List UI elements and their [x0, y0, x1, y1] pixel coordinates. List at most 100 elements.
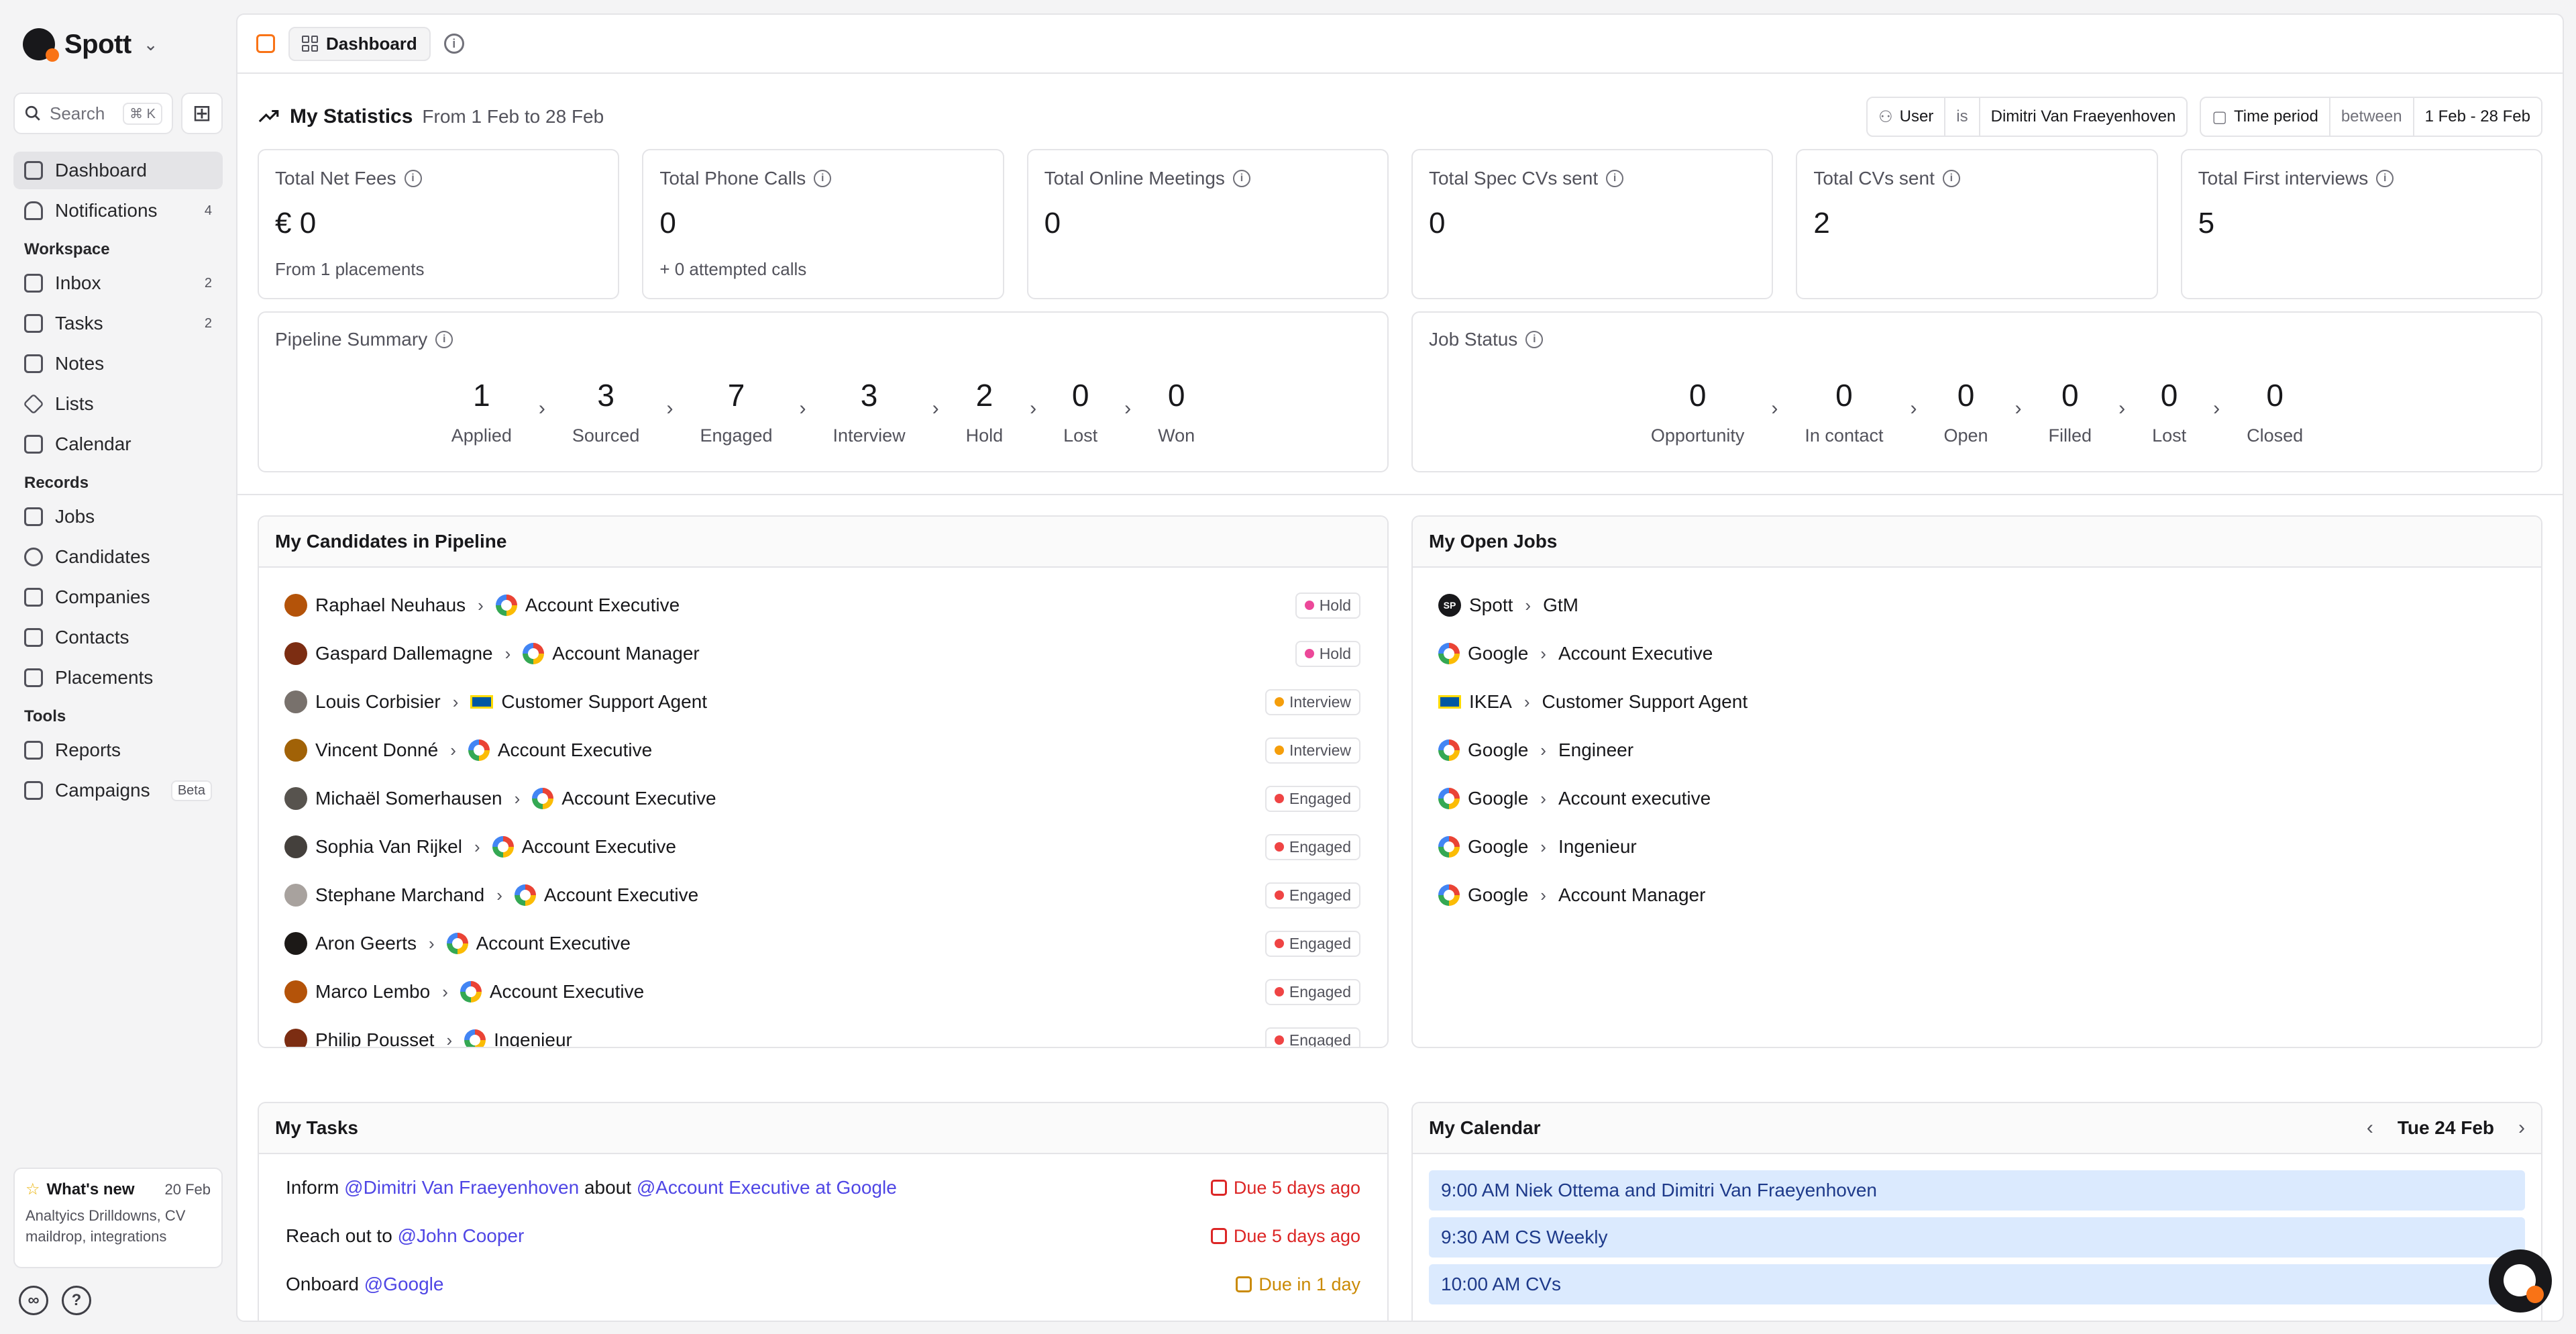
sidebar-item-placements[interactable]: Placements [13, 659, 223, 697]
candidate-name[interactable]: Vincent Donné [315, 739, 439, 760]
info-icon[interactable]: i [1232, 170, 1250, 187]
candidate-name[interactable]: Michaël Somerhausen [315, 788, 502, 809]
funnel-stage[interactable]: 0 Filled [2049, 377, 2092, 446]
job-title[interactable]: Account Executive [521, 836, 676, 857]
calendar-event[interactable]: 9:30 AM CS Weekly [1429, 1217, 2525, 1258]
candidate-name[interactable]: Stephane Marchand [315, 884, 485, 905]
task-item[interactable]: Inform @Dimitri Van Fraeyenhoven about @… [286, 1164, 1360, 1212]
list-item[interactable]: Louis Corbisier › Customer Support Agent In… [284, 678, 1360, 726]
candidate-name[interactable]: Louis Corbisier [315, 691, 441, 712]
job-title[interactable]: Account Executive [1558, 643, 1713, 664]
chat-launcher-button[interactable] [2489, 1249, 2552, 1313]
mention-link[interactable]: @Account Executive at Google [636, 1177, 897, 1198]
sidebar-item-tasks[interactable]: Tasks 2 [13, 305, 223, 342]
job-title[interactable]: Account Executive [489, 981, 645, 1002]
funnel-stage[interactable]: 3 Sourced [572, 377, 640, 446]
sidebar-item-campaigns[interactable]: Campaigns Beta [13, 772, 223, 809]
list-item[interactable]: Raphael Neuhaus › Account Executive Hold [284, 581, 1360, 629]
candidate-name[interactable]: Marco Lembo [315, 981, 431, 1002]
task-item[interactable]: Onboard @Google Due in 1 day [286, 1260, 1360, 1309]
funnel-stage[interactable]: 2 Hold [966, 377, 1004, 446]
list-item[interactable]: Aron Geerts › Account Executive Engaged [284, 919, 1360, 968]
info-icon[interactable]: i [404, 170, 422, 187]
calendar-event[interactable]: 10:00 AM CVs [1429, 1264, 2525, 1304]
info-icon[interactable]: i [2376, 170, 2394, 187]
list-item[interactable]: Gaspard Dallemagne › Account Manager Hold [284, 629, 1360, 678]
user-filter[interactable]: ⚇ User is Dimitri Van Fraeyenhoven [1866, 97, 2188, 137]
help-icon[interactable]: ? [62, 1286, 91, 1315]
list-item[interactable]: Sophia Van Rijkel › Account Executive Engag… [284, 823, 1360, 871]
company-name[interactable]: Google [1468, 788, 1529, 809]
list-item[interactable]: SP Spott › GtM [1438, 581, 2514, 629]
job-title[interactable]: Customer Support Agent [501, 691, 708, 712]
list-item[interactable]: Vincent Donné › Account Executive Interview [284, 726, 1360, 774]
calendar-event[interactable]: 9:00 AM Niek Ottema and Dimitri Van Frae… [1429, 1170, 2525, 1211]
sidebar-item-notes[interactable]: Notes [13, 345, 223, 382]
company-name[interactable]: Google [1468, 643, 1529, 664]
sidebar-item-notifications[interactable]: Notifications 4 [13, 192, 223, 229]
sidebar-item-calendar[interactable]: Calendar [13, 425, 223, 463]
funnel-stage[interactable]: 0 Open [1943, 377, 1988, 446]
job-title[interactable]: Account Executive [543, 884, 699, 905]
job-title[interactable]: Account Executive [561, 788, 716, 809]
sidebar-item-jobs[interactable]: Jobs [13, 498, 223, 535]
mention-link[interactable]: @Dimitri Van Fraeyenhoven [344, 1177, 580, 1198]
list-item[interactable]: Michaël Somerhausen › Account Executive Eng… [284, 774, 1360, 823]
candidate-name[interactable]: Aron Geerts [315, 933, 417, 954]
funnel-stage[interactable]: 0 Closed [2247, 377, 2303, 446]
job-title[interactable]: Account Executive [525, 595, 680, 615]
funnel-stage[interactable]: 0 Opportunity [1651, 377, 1745, 446]
funnel-stage[interactable]: 0 Won [1158, 377, 1195, 446]
job-title[interactable]: Ingenieur [494, 1029, 572, 1048]
job-title[interactable]: Engineer [1558, 739, 1634, 760]
chevron-right-icon[interactable]: › [2518, 1117, 2525, 1139]
whats-new-card[interactable]: ☆ What's new 20 Feb Analtyics Drilldowns… [13, 1168, 223, 1268]
mention-link[interactable]: @John Cooper [397, 1225, 525, 1246]
list-item[interactable]: Google › Engineer [1438, 726, 2514, 774]
job-title[interactable]: Account Executive [497, 739, 653, 760]
job-title[interactable]: Ingenieur [1558, 836, 1637, 857]
company-name[interactable]: IKEA [1469, 691, 1512, 712]
list-item[interactable]: Philip Pousset › Ingenieur Engaged [284, 1016, 1360, 1048]
candidate-name[interactable]: Gaspard Dallemagne [315, 643, 493, 664]
job-title[interactable]: GtM [1543, 595, 1578, 615]
tab-dashboard[interactable]: Dashboard [288, 26, 431, 61]
workspace-switcher[interactable]: Spott ⌄ [23, 28, 158, 62]
list-item[interactable]: IKEA › Customer Support Agent [1438, 678, 2514, 726]
job-title[interactable]: Customer Support Agent [1542, 691, 1748, 712]
info-icon[interactable]: i [1525, 331, 1544, 348]
job-title[interactable]: Account Executive [476, 933, 631, 954]
sidebar-item-lists[interactable]: Lists [13, 385, 223, 423]
candidate-name[interactable]: Raphael Neuhaus [315, 595, 466, 615]
mention-link[interactable]: @Google [364, 1274, 444, 1294]
link-icon[interactable]: ∞ [19, 1286, 48, 1315]
funnel-stage[interactable]: 0 Lost [1063, 377, 1097, 446]
list-item[interactable]: Marco Lembo › Account Executive Engaged [284, 968, 1360, 1016]
list-item[interactable]: Stephane Marchand › Account Executive Engag… [284, 871, 1360, 919]
chevron-left-icon[interactable]: ‹ [2366, 1117, 2373, 1139]
funnel-stage[interactable]: 3 Interview [833, 377, 906, 446]
company-name[interactable]: Google [1468, 836, 1529, 857]
sidebar-item-dashboard[interactable]: Dashboard [13, 152, 223, 189]
candidate-name[interactable]: Sophia Van Rijkel [315, 836, 462, 857]
funnel-stage[interactable]: 7 Engaged [700, 377, 772, 446]
sidebar-toggle-icon[interactable] [256, 34, 275, 53]
task-item[interactable]: Reach out to @John Cooper Due 5 days ago [286, 1212, 1360, 1260]
funnel-stage[interactable]: 1 Applied [451, 377, 512, 446]
info-icon[interactable]: i [814, 170, 832, 187]
job-title[interactable]: Account executive [1558, 788, 1711, 809]
list-item[interactable]: Google › Account executive [1438, 774, 2514, 823]
company-name[interactable]: Spott [1469, 595, 1513, 615]
list-item[interactable]: Google › Account Executive [1438, 629, 2514, 678]
sidebar-item-reports[interactable]: Reports [13, 731, 223, 769]
sidebar-item-candidates[interactable]: Candidates [13, 538, 223, 576]
sidebar-item-inbox[interactable]: Inbox 2 [13, 264, 223, 302]
funnel-stage[interactable]: 0 In contact [1805, 377, 1883, 446]
search-button[interactable]: Search ⌘ K [13, 93, 173, 134]
company-name[interactable]: Google [1468, 884, 1529, 905]
company-name[interactable]: Google [1468, 739, 1529, 760]
candidate-name[interactable]: Philip Pousset [315, 1029, 435, 1048]
info-icon[interactable]: i [443, 34, 464, 54]
info-icon[interactable]: i [1942, 170, 1960, 187]
new-item-button[interactable]: ⊞ [181, 93, 223, 134]
